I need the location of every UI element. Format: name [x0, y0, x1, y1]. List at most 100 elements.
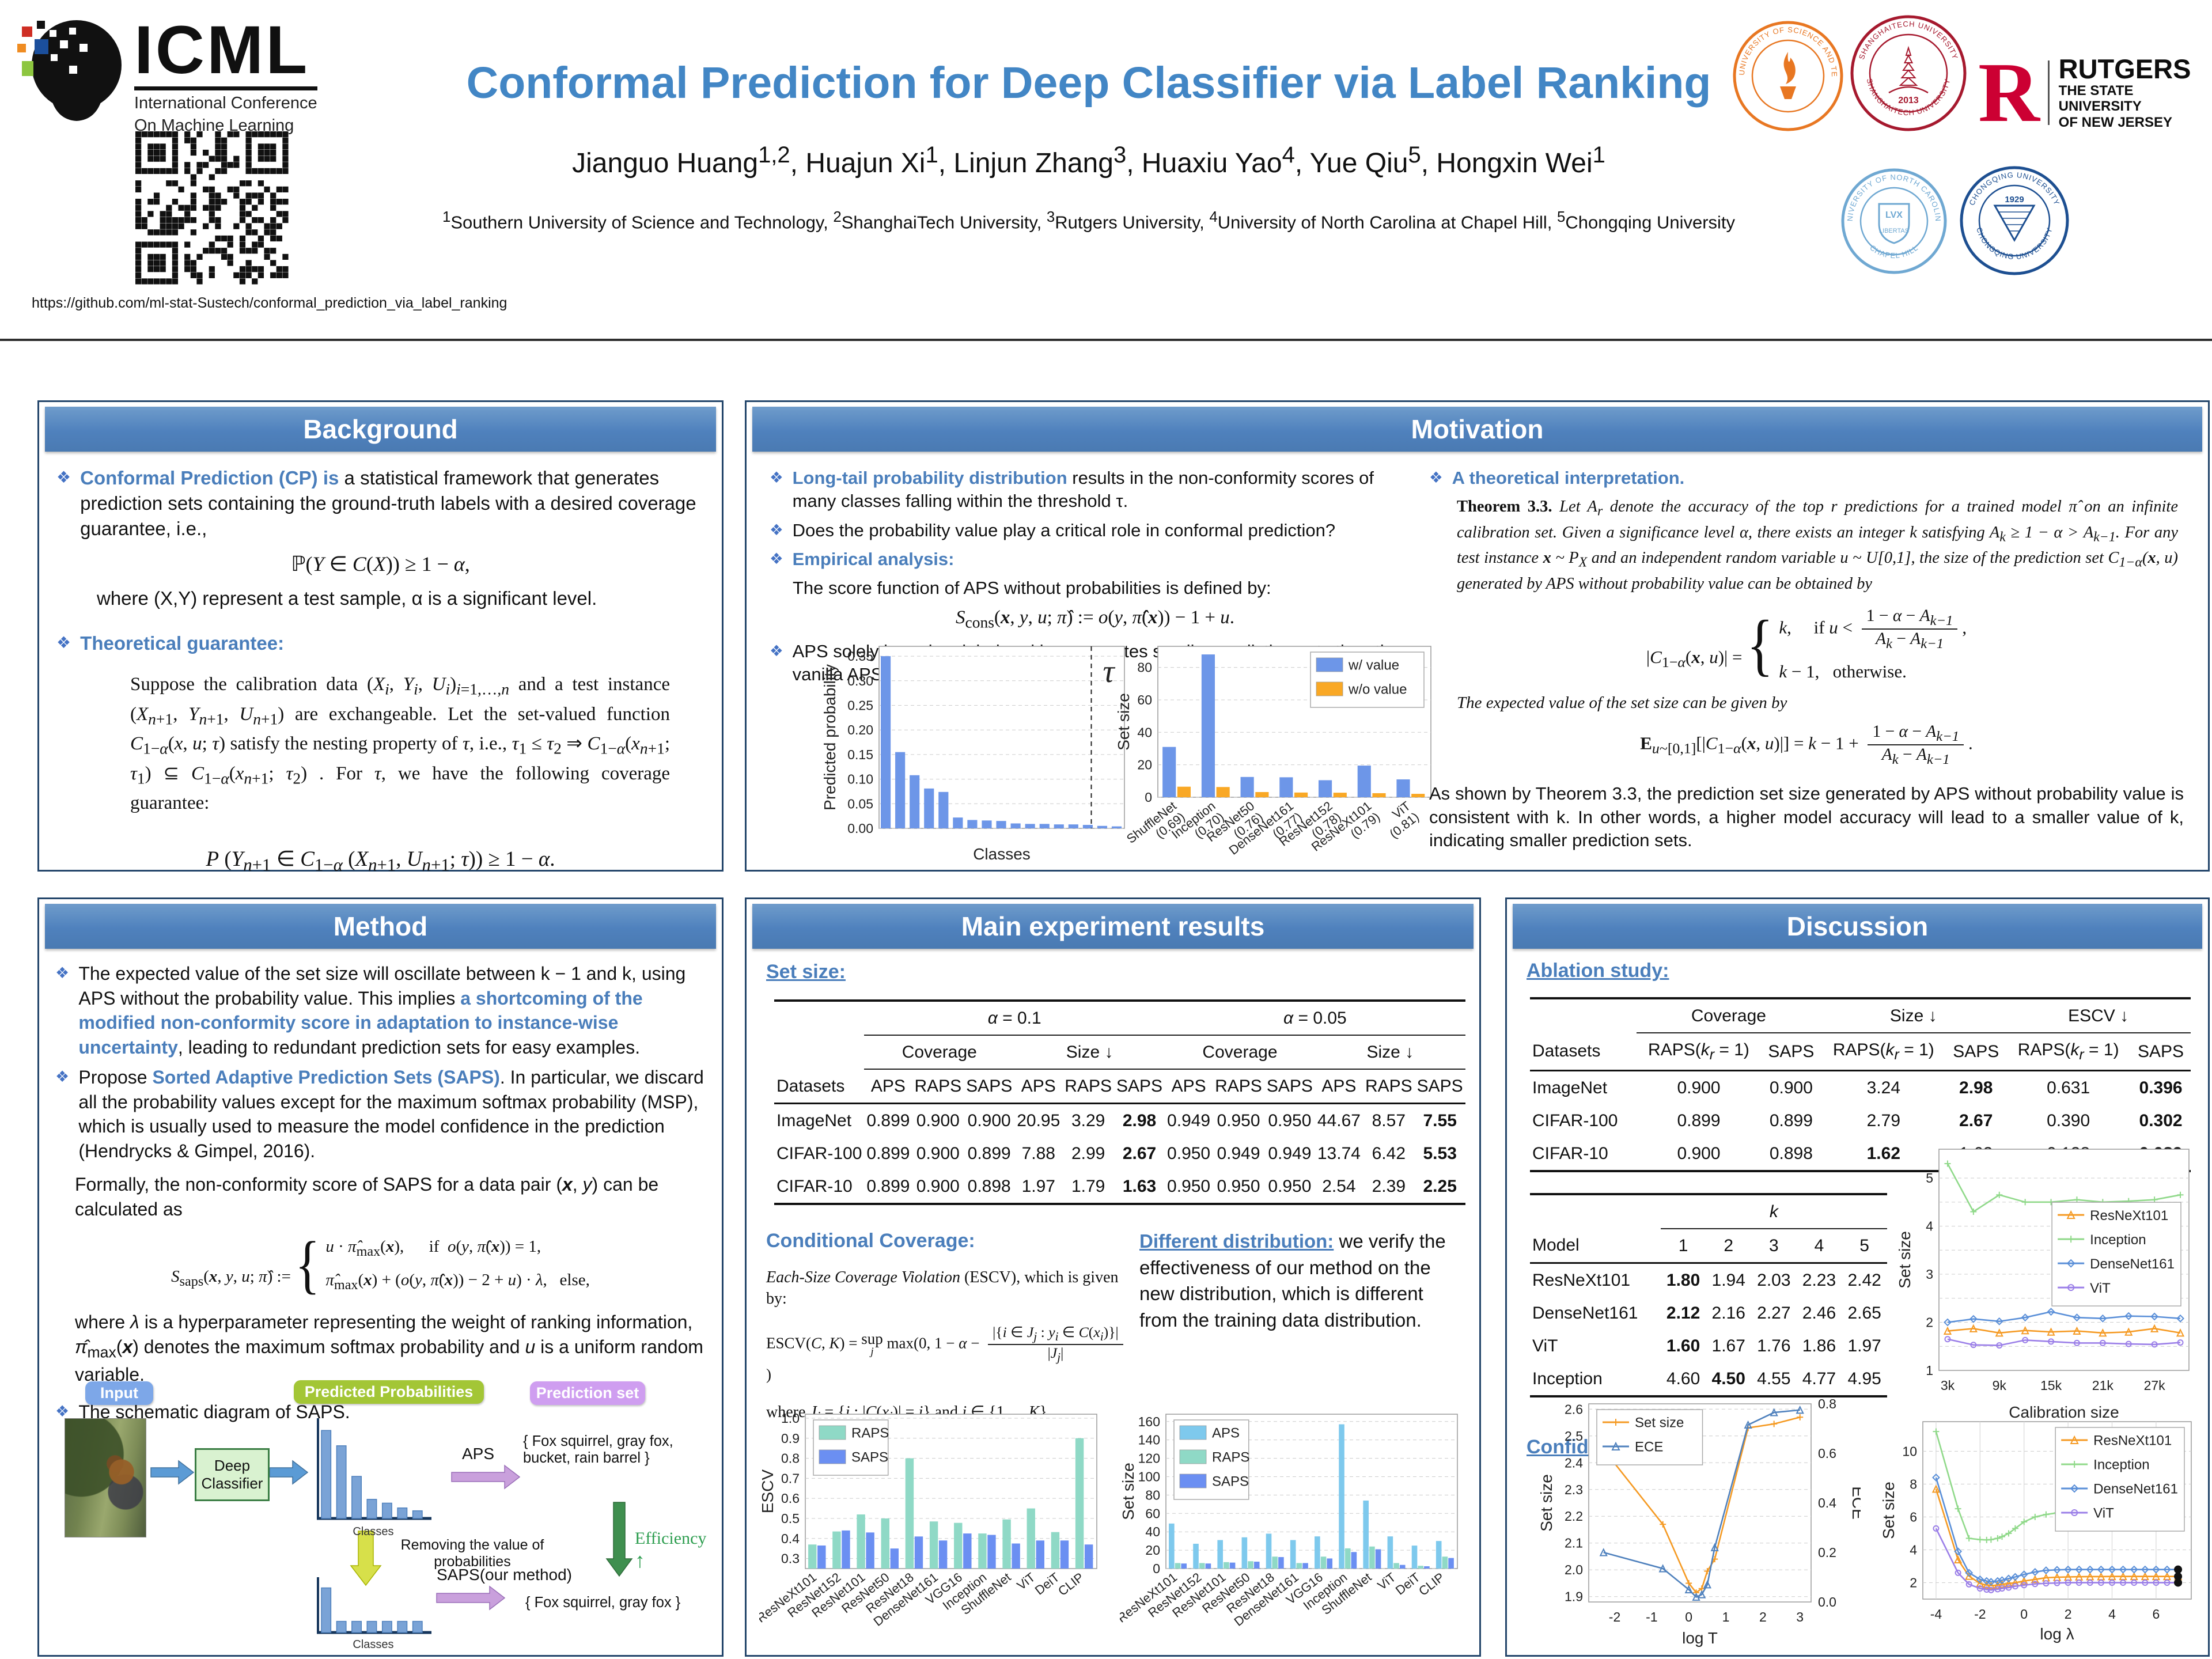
res-where-j: where Jj = {i : |C(xi)| = j} and j ∈ {1,…	[766, 1403, 1051, 1425]
svg-text:0.05: 0.05	[847, 796, 873, 811]
svg-text:80: 80	[1137, 660, 1152, 675]
met-b2-pre: Propose	[78, 1067, 153, 1088]
svg-text:80: 80	[1145, 1487, 1160, 1502]
bg-where: where (X,Y) represent a test sample, α i…	[97, 587, 597, 609]
bullet-diamond-icon	[1429, 468, 1443, 490]
mot-empirical-head: Empirical analysis:	[792, 548, 955, 569]
svg-text:20: 20	[1137, 757, 1152, 772]
chart-setsize-12models: 0 20 40 60 80 100 120 140 160 Set size ResNeXt101 R…	[1120, 1406, 1465, 1641]
bg-cp-rest: a statistical framework that generates p…	[80, 467, 696, 540]
saps-row1: u · π̂max(x), if o(y, π̂(x)) = 1,	[325, 1237, 541, 1260]
saps-lhs: Ssaps(x, y, u; π̂) :=	[171, 1267, 291, 1290]
svg-text:Set size: Set size	[1120, 1463, 1137, 1520]
deep-classifier-box: Deep Classifier	[195, 1448, 270, 1501]
qr-code	[135, 131, 289, 285]
svg-text:2.6: 2.6	[1565, 1402, 1583, 1416]
svg-text:SAPS: SAPS	[851, 1450, 888, 1465]
svg-text:15k: 15k	[2040, 1378, 2062, 1393]
svg-text:Predicted probability: Predicted probability	[821, 664, 839, 810]
panel-discussion-title: Discussion	[1513, 904, 2202, 949]
efficiency-text: Efficiency	[635, 1529, 707, 1548]
poster-header: ICML International Conference On Machine…	[0, 0, 2212, 337]
svg-text:Calibration size: Calibration size	[2009, 1403, 2119, 1421]
svg-text:RAPS: RAPS	[1212, 1450, 1249, 1465]
brace-icon: {	[1747, 605, 1774, 683]
svg-text:2.3: 2.3	[1565, 1482, 1583, 1497]
svg-text:60: 60	[1137, 692, 1152, 707]
cases-row1: k, if u < 1 − α − Ak−1 Ak − Ak−1,	[1779, 606, 1967, 652]
panel-motivation-title: Motivation	[752, 407, 2202, 452]
rutgers-r: R	[1978, 45, 2040, 140]
svg-text:0.0: 0.0	[1818, 1594, 1836, 1609]
cases-row2: k − 1, otherwise.	[1779, 661, 1907, 681]
mot-cases-formula: |C1−α(x, u)| = { k, if u < 1 − α − Ak−1 A…	[1429, 605, 2184, 683]
chart-loglambda-setsize: 2 4 6 8 10 Set size log λ -4 -2 0 2 4 6 ResNeXt101 Inc…	[1880, 1415, 2200, 1645]
diagram-classes-caption: Classes	[353, 1525, 394, 1538]
diagram-prediction-set-label: Prediction set	[530, 1381, 645, 1405]
poster-title: Conformal Prediction for Deep Classifier…	[466, 58, 1711, 108]
svg-text:0.8: 0.8	[781, 1451, 800, 1466]
bg-formula-guarantee: P (Yn+1 ∈ C1−α (Xn+1, Un+1; τ)) ≥ 1 − α.	[206, 847, 555, 875]
svg-text:2: 2	[1926, 1315, 1933, 1330]
svg-text:ESCV: ESCV	[759, 1469, 777, 1514]
repo-url: https://github.com/ml-stat-Sustech/confo…	[32, 295, 507, 311]
svg-text:0.6: 0.6	[1818, 1446, 1836, 1461]
svg-text:DeiT: DeiT	[1393, 1570, 1423, 1597]
table-k-values: k Model 1 2 3 4 5 ResNeXt101 1.80 1.94 2.03 2.23 2.4…	[1530, 1192, 1887, 1397]
svg-text:5: 5	[1926, 1171, 1933, 1185]
rutgers-logo: R RUTGERS THE STATE UNIVERSITY OF NEW JE…	[1978, 45, 2209, 140]
svg-text:ECE: ECE	[1849, 1486, 1861, 1520]
svg-text:1: 1	[1722, 1609, 1730, 1624]
svg-text:0.35: 0.35	[847, 649, 873, 664]
svg-text:4: 4	[1910, 1542, 1917, 1557]
svg-text:2.4: 2.4	[1565, 1455, 1583, 1470]
svg-text:6: 6	[2152, 1607, 2160, 1622]
res-escv-line: Each-Size Coverage Violation (ESCV), whi…	[766, 1268, 1119, 1308]
svg-text:τ: τ	[1103, 654, 1115, 690]
svg-text:40: 40	[1137, 725, 1152, 740]
svg-text:0.9: 0.9	[781, 1431, 800, 1446]
bullet-diamond-icon	[56, 632, 71, 656]
mot-formula-cons: Scons(x, y, u; π̂) := o(y, π̂(x)) − 1 + …	[956, 607, 1234, 632]
cqu-logo: CHONGQING UNIVERSITY CHONGQING UNIVERSITY…	[1960, 166, 2069, 278]
svg-text:ECE: ECE	[1635, 1440, 1663, 1455]
panel-results: Main experiment results Set size: α = 0.…	[745, 897, 1481, 1657]
bg-theorem: Suppose the calibration data (Xi, Yi, Ui…	[130, 674, 671, 814]
dis-ablation-head: Ablation study:	[1527, 960, 1669, 982]
svg-text:0.15: 0.15	[847, 747, 873, 762]
chart-calibration-size: 1 2 3 4 5 Set size Calibration size 3k 9k 15k 21k 2…	[1896, 1141, 2198, 1423]
svg-text:0.00: 0.00	[847, 821, 873, 836]
mot-score-line: The score function of APS without probab…	[793, 578, 1271, 599]
svg-text:ViT(0.81): ViT(0.81)	[1378, 798, 1422, 841]
rutgers-name: RUTGERS	[2058, 53, 2191, 84]
svg-text:160: 160	[1138, 1414, 1160, 1429]
bg-cp-head: Conformal Prediction (CP) is	[80, 467, 339, 488]
svg-text:Set size: Set size	[1635, 1415, 1684, 1431]
svg-text:0.10: 0.10	[847, 772, 873, 787]
bg-bullet-theory: Theoretical guarantee:	[56, 631, 704, 656]
rutgers-divider	[2047, 60, 2050, 125]
svg-text:2.2: 2.2	[1565, 1509, 1583, 1524]
met-bullet-oscillate: The expected value of the set size will …	[55, 961, 706, 1059]
svg-text:0.5: 0.5	[781, 1511, 800, 1526]
saps-schematic-diagram: Input Predicted Probabilities Prediction…	[52, 1380, 707, 1651]
met-b1-pre: The expected value of the set size will …	[78, 963, 686, 1009]
mot-exp-intro: The expected value of the set size can b…	[1457, 694, 1787, 713]
mot-theorem33: Theorem 3.3. Let Ar denote the accuracy …	[1457, 498, 2178, 593]
svg-text:Set size: Set size	[1115, 693, 1132, 751]
unc-logo: UNIVERSITY OF NORTH CAROLINACHAPEL HILLL…	[1838, 161, 1947, 277]
panel-results-title: Main experiment results	[752, 904, 1474, 949]
bullet-diamond-icon	[55, 963, 69, 1059]
svg-text:DeiT: DeiT	[1032, 1570, 1062, 1597]
svg-text:0.6: 0.6	[781, 1491, 800, 1506]
chart-predicted-probability: 0.00 0.05 0.10 0.15 0.20 0.25 0.30 0.35 Predicte…	[821, 639, 1132, 865]
svg-text:0.30: 0.30	[847, 673, 873, 688]
mot-longtail-head: Long-tail probability distribution	[792, 468, 1067, 488]
bg-bullet-cp: Conformal Prediction (CP) is a statistic…	[56, 465, 704, 542]
svg-text:Inception: Inception	[2090, 1232, 2146, 1248]
svg-text:0.3: 0.3	[781, 1551, 800, 1566]
svg-text:log λ: log λ	[2040, 1625, 2074, 1643]
svg-text:SAPS: SAPS	[1212, 1474, 1249, 1490]
svg-text:100: 100	[1138, 1469, 1160, 1484]
bullet-diamond-icon	[770, 520, 783, 542]
